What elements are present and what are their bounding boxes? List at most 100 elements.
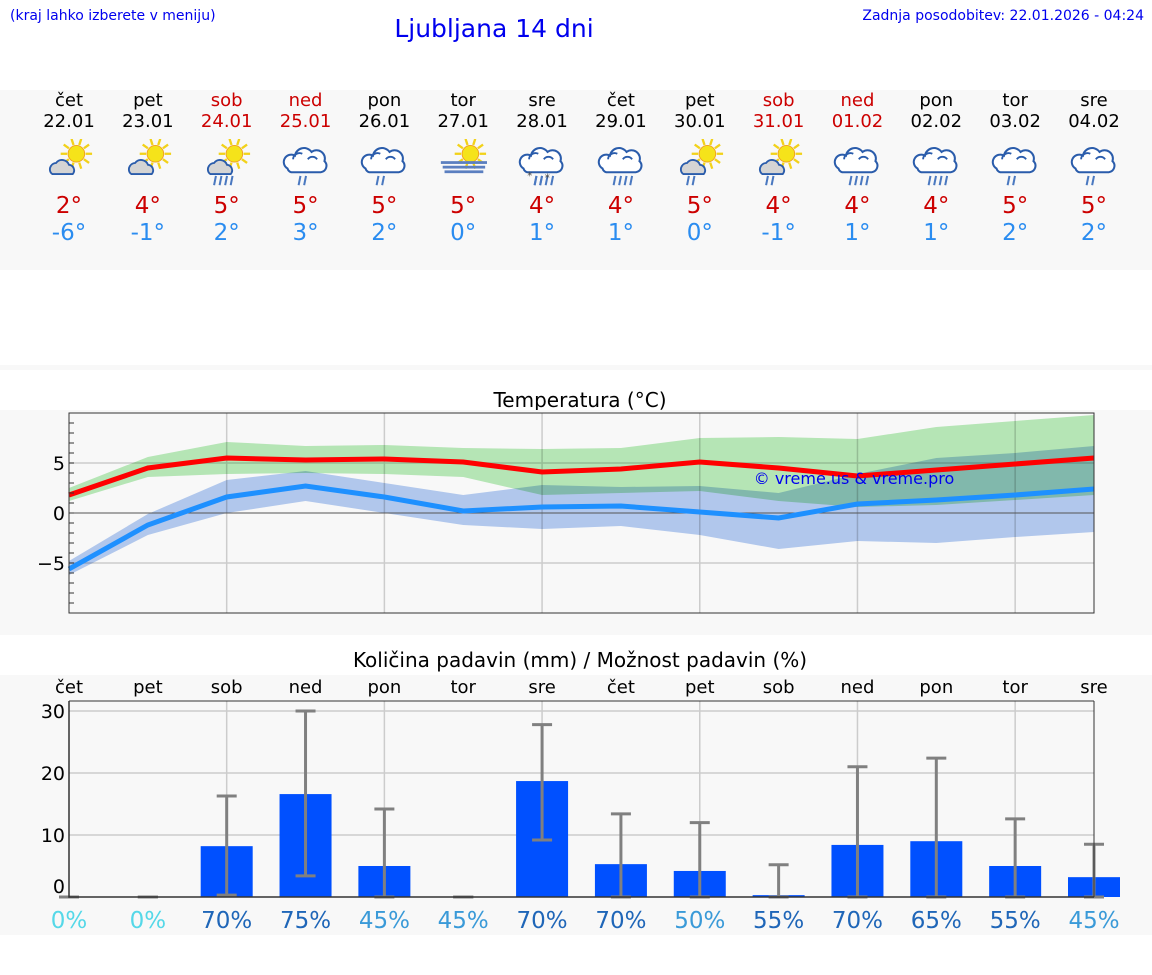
precipitation-probability: 0% <box>51 908 88 934</box>
day-date: 22.01 <box>43 111 95 132</box>
max-temperature: 5° <box>1080 193 1108 219</box>
day-date: 26.01 <box>358 111 411 132</box>
day-name: pet <box>133 90 163 111</box>
min-temperature: -1° <box>761 220 796 246</box>
precipitation-probability: 70% <box>595 908 646 934</box>
max-temperature: 4° <box>134 193 161 219</box>
y-tick-label: 20 <box>41 763 65 785</box>
partly-cloudy-icon <box>127 139 171 175</box>
min-temperature: -6° <box>51 220 87 246</box>
cloudy-light-rain-icon <box>991 147 1037 186</box>
weekday-label: pet <box>133 677 163 698</box>
y-tick-label: −5 <box>37 553 65 575</box>
day-date: 28.01 <box>516 111 568 132</box>
max-temperature: 5° <box>1002 193 1029 219</box>
max-temperature: 5° <box>450 193 477 219</box>
day-name: čet <box>54 90 84 111</box>
precipitation-probability: 55% <box>990 908 1041 934</box>
watermark: © vreme.us & vreme.pro <box>754 469 955 488</box>
weekday-label: ned <box>841 677 875 698</box>
max-temperature: 4° <box>607 193 634 219</box>
max-temperature: 5° <box>292 193 319 219</box>
day-column: čet 22.01 2° -6° <box>30 90 108 247</box>
day-column: tor 03.02 5° 2° <box>976 90 1054 247</box>
day-name: tor <box>450 90 476 111</box>
min-temperature: 1° <box>607 220 634 246</box>
max-temperature: 4° <box>528 193 556 219</box>
day-column: sre 28.01 * * 4° 1° <box>503 90 581 247</box>
max-temperature: 5° <box>371 193 398 219</box>
day-date: 03.02 <box>989 111 1041 132</box>
cloudy-rain-icon <box>834 147 879 186</box>
weekday-label: sob <box>211 677 243 698</box>
min-temperature: 2° <box>1002 220 1029 246</box>
divider <box>0 365 1152 370</box>
day-column: sob 31.01 4° -1° <box>740 90 818 247</box>
min-temperature: 1° <box>844 220 871 246</box>
min-temperature: 2° <box>213 220 240 246</box>
day-column: pon 02.02 4° 1° <box>897 90 975 247</box>
day-date: 02.02 <box>910 111 963 132</box>
min-temperature-line <box>67 483 1095 572</box>
day-date: 23.01 <box>122 111 174 132</box>
partly-cloudy-icon <box>49 139 93 175</box>
min-temperature: 3° <box>292 220 319 246</box>
day-column: pon 26.01 5° 2° <box>345 90 423 247</box>
precipitation-chart-title: Količina padavin (mm) / Možnost padavin … <box>352 648 808 672</box>
min-temperature: 2° <box>371 220 398 246</box>
precipitation-probability: 50% <box>674 908 725 934</box>
max-temperature: 2° <box>55 193 83 219</box>
min-temperature: 0° <box>686 220 713 246</box>
cloudy-rain-icon <box>597 147 643 186</box>
y-tick-label: 5 <box>53 453 65 475</box>
precipitation-probability: 55% <box>753 908 804 934</box>
precipitation-probability: 0% <box>130 908 167 934</box>
temperature-chart: 5 0 −5 © vreme.us & vreme.pro <box>37 412 1095 614</box>
max-temperature-band <box>69 415 1094 507</box>
weekday-label: sre <box>528 677 555 698</box>
cloudy-rain-icon <box>913 147 958 186</box>
precipitation-probability: 70% <box>832 908 883 934</box>
day-name: sre <box>528 90 556 111</box>
day-column: pet 30.01 5° 0° <box>661 90 739 247</box>
svg-text:*: * <box>545 173 550 184</box>
day-name: pon <box>367 90 402 111</box>
day-name: čet <box>606 90 635 111</box>
y-tick-label: 0 <box>53 503 65 525</box>
day-name: ned <box>288 90 323 111</box>
day-name: sob <box>762 90 795 111</box>
precipitation-probability: 45% <box>359 908 410 934</box>
y-tick-label: 10 <box>41 825 65 847</box>
day-date: 27.01 <box>437 111 489 132</box>
precipitation-probability: 75% <box>280 908 331 934</box>
day-date: 29.01 <box>595 111 647 132</box>
weekday-label: pet <box>685 677 715 698</box>
day-column: pet 23.01 4° -1° <box>109 90 187 247</box>
precipitation-probability: 70% <box>201 908 252 934</box>
day-date: 04.02 <box>1068 111 1120 132</box>
day-name: sre <box>1080 90 1108 111</box>
min-temperature: 0° <box>450 220 477 246</box>
sun-fog-icon <box>441 139 488 174</box>
day-date: 24.01 <box>200 111 253 132</box>
plot-axes <box>68 701 1094 898</box>
cloudy-light-rain-icon <box>361 147 406 186</box>
weekday-label: tor <box>450 677 476 698</box>
day-column: sob 24.01 5° 2° <box>188 90 266 247</box>
precipitation-probability: 65% <box>911 908 962 934</box>
weekday-label: čet <box>55 677 83 698</box>
weekday-label: sob <box>763 677 795 698</box>
y-tick-label: 30 <box>41 701 65 723</box>
day-column: ned 01.02 4° 1° <box>818 90 896 247</box>
temperature-chart-title: Temperatura (°C) <box>493 388 667 412</box>
day-date: 25.01 <box>279 111 332 132</box>
day-name: pon <box>919 90 954 111</box>
day-column: ned 25.01 5° 3° <box>267 90 345 247</box>
partly-cloudy-light-rain-icon <box>679 139 723 186</box>
max-temperature: 5° <box>686 193 713 219</box>
weekday-label: ned <box>289 677 323 698</box>
precipitation-probability: 70% <box>517 908 568 934</box>
weekday-label: pon <box>919 677 953 698</box>
weekday-label: čet <box>607 677 635 698</box>
max-temperature: 5° <box>213 193 240 219</box>
